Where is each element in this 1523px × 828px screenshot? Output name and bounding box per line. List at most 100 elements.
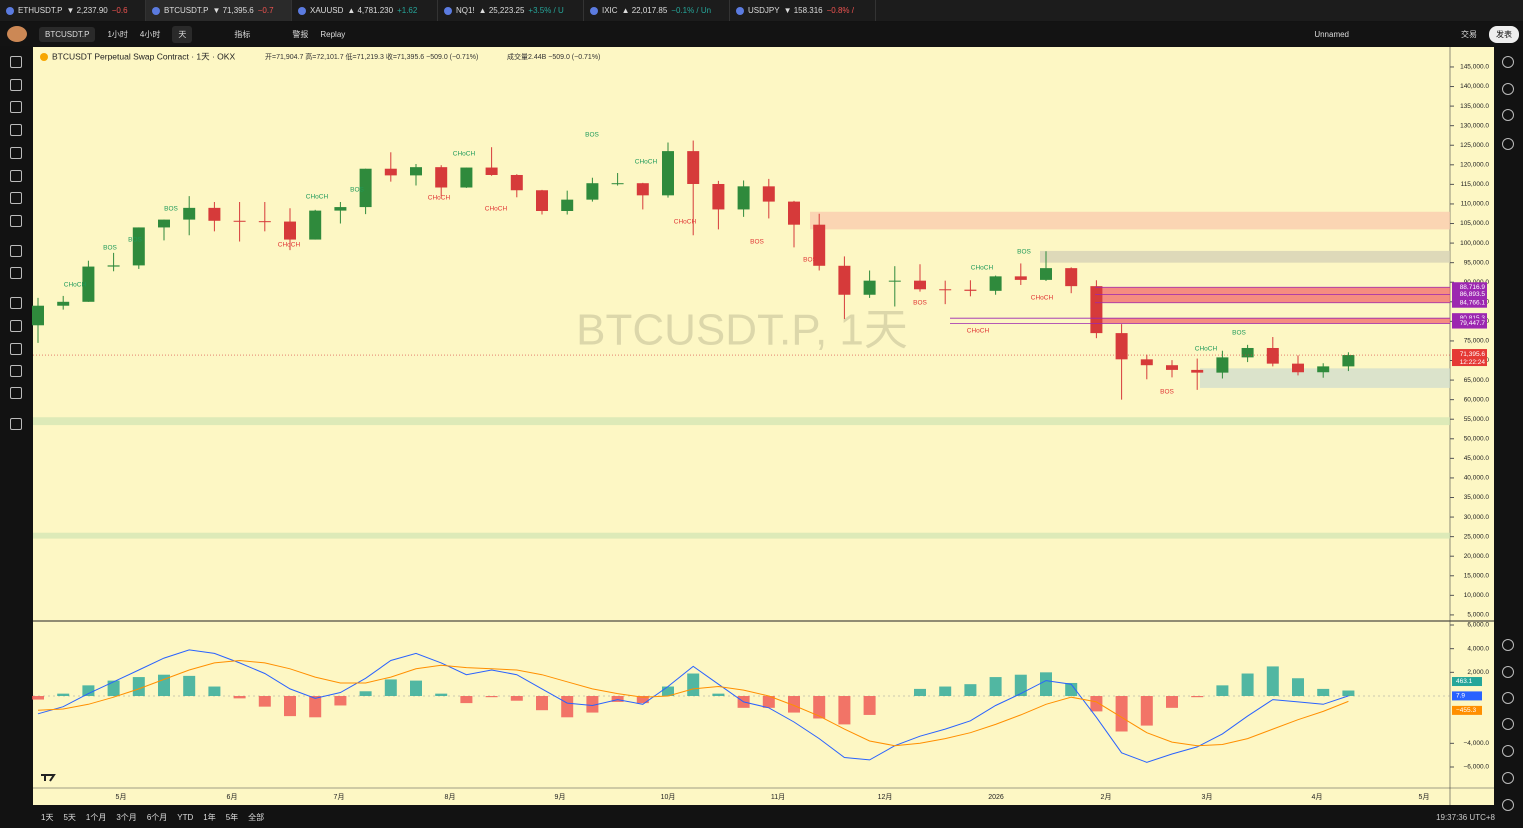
sidebar-icon[interactable] xyxy=(1502,109,1514,121)
histogram-bar xyxy=(1292,678,1304,697)
tab[interactable]: ETHUSDT.P ▼ 2,237.90 −0.6 xyxy=(0,0,146,21)
trade-button[interactable]: 交易 xyxy=(1461,29,1477,39)
interval[interactable]: 天 xyxy=(172,25,193,43)
candle-body xyxy=(258,221,271,223)
candle-body xyxy=(662,151,674,196)
macd-line xyxy=(37,659,1349,747)
tool-icon[interactable] xyxy=(10,365,22,377)
sidebar-icon[interactable] xyxy=(1502,83,1514,95)
tool-icon[interactable] xyxy=(10,418,22,430)
tool-icon[interactable] xyxy=(10,245,22,257)
zone xyxy=(1095,287,1450,303)
candle-body xyxy=(1191,369,1204,373)
tool-icon[interactable] xyxy=(10,79,22,91)
candle-body xyxy=(762,186,775,202)
publish-button[interactable]: 发表 xyxy=(1489,25,1519,43)
histogram-bar xyxy=(284,696,296,717)
zone xyxy=(1200,368,1450,388)
tab[interactable]: XAUUSD ▲ 4,781.230 +1.62 xyxy=(292,0,438,21)
tab[interactable]: USDJPY ▼ 158.316 −0.8% / xyxy=(730,0,876,21)
tool-icon[interactable] xyxy=(10,320,22,332)
avatar[interactable] xyxy=(7,26,27,42)
range-button[interactable]: 1年 xyxy=(203,812,216,822)
range-button[interactable]: 5天 xyxy=(63,812,76,822)
y-tick-label: 75,000.0 xyxy=(1464,338,1490,345)
histogram-bar xyxy=(788,696,800,713)
candle-body xyxy=(435,167,448,188)
sidebar-icon[interactable] xyxy=(1502,745,1514,757)
interval[interactable]: 4小时 xyxy=(139,29,161,39)
x-tick-label: 5月 xyxy=(116,793,127,801)
tool-icon[interactable] xyxy=(10,147,22,159)
alerts-button[interactable]: 警报 xyxy=(292,29,309,39)
price-label: 79,447.7 xyxy=(1460,320,1486,327)
layout-name[interactable]: Unnamed xyxy=(1314,29,1349,39)
candle-body xyxy=(158,219,170,228)
tab-change: −0.1% / Un xyxy=(671,6,712,15)
tool-icon[interactable] xyxy=(10,387,22,399)
tool-icon[interactable] xyxy=(10,124,22,136)
tool-icon[interactable] xyxy=(10,101,22,113)
y-tick-label: 35,000.0 xyxy=(1464,494,1490,501)
interval[interactable]: 1小时 xyxy=(107,29,128,39)
sidebar-icon[interactable] xyxy=(1502,718,1514,730)
histogram-bar xyxy=(1266,666,1279,697)
range-button[interactable]: 1天 xyxy=(41,812,54,822)
candle-body xyxy=(687,151,700,184)
price-label: 86,893.5 xyxy=(1460,291,1486,298)
sidebar-icon[interactable] xyxy=(1502,692,1514,704)
tool-icon[interactable] xyxy=(10,297,22,309)
range-button[interactable]: 5年 xyxy=(225,812,239,822)
sidebar-icon[interactable] xyxy=(1502,56,1514,68)
histogram-bar xyxy=(384,679,397,697)
sidebar-icon[interactable] xyxy=(1502,138,1514,150)
range-bar: 19:37:36 UTC+8 1天 5天 1个月 3个月 6个月 YTD 1年 5年 全部 xyxy=(33,806,1501,828)
structure-label: BOS xyxy=(350,187,364,194)
tool-icon[interactable] xyxy=(10,192,22,204)
range-button[interactable]: 6个月 xyxy=(146,812,168,822)
tab[interactable]: IXIC ▲ 22,017.85 −0.1% / Un xyxy=(584,0,730,21)
sidebar-icon[interactable] xyxy=(1502,639,1514,651)
y-tick-label: 6,000.0 xyxy=(1467,622,1489,629)
tab[interactable]: BTCUSDT.P ▼ 71,395.6 −0.7 xyxy=(146,0,292,21)
tool-icon[interactable] xyxy=(10,215,22,227)
tool-icon[interactable] xyxy=(10,343,22,355)
range-button[interactable]: 3个月 xyxy=(116,812,137,822)
value-label: 7.9 xyxy=(1456,693,1465,700)
candle-body xyxy=(410,167,422,176)
x-tick-label: 4月 xyxy=(1312,793,1323,801)
histogram-bar xyxy=(662,686,674,697)
tv-logo xyxy=(41,774,56,782)
y-tick-label: 15,000.0 xyxy=(1464,572,1490,579)
symbol-search[interactable]: BTCUSDT.P xyxy=(39,26,96,42)
histogram-bar xyxy=(1166,696,1178,708)
tab-bar: ETHUSDT.P ▼ 2,237.90 −0.6 BTCUSDT.P ▼ 71,395… xyxy=(0,0,1523,21)
sidebar-icon[interactable] xyxy=(1502,772,1514,784)
tool-icon[interactable] xyxy=(10,170,22,182)
range-button[interactable]: 1个月 xyxy=(85,812,107,822)
histogram-bar xyxy=(989,677,1002,697)
zone xyxy=(1100,318,1450,324)
x-tick-label: 2026 xyxy=(988,794,1004,801)
macd-line xyxy=(37,649,1349,763)
candle-body xyxy=(107,265,120,267)
tab-symbol: BTCUSDT.P xyxy=(164,6,209,15)
indicators-button[interactable]: 指标 xyxy=(234,29,251,39)
histogram-bar xyxy=(964,684,977,697)
histogram-bar xyxy=(1014,674,1027,697)
y-tick-label: 25,000.0 xyxy=(1464,533,1490,540)
candle-body xyxy=(914,280,926,290)
tab-price: ▲ 4,781.230 xyxy=(347,6,394,15)
tab[interactable]: NQ1! ▲ 25,223.25 +3.5% / U xyxy=(438,0,584,21)
histogram-bar xyxy=(183,675,196,697)
range-button[interactable]: YTD xyxy=(177,812,194,822)
candle-body xyxy=(57,301,70,306)
tool-icon[interactable] xyxy=(10,267,22,279)
tool-icon[interactable] xyxy=(10,56,22,68)
candle-body xyxy=(1065,268,1078,287)
range-button[interactable]: 全部 xyxy=(248,812,265,822)
replay-button[interactable]: Replay xyxy=(320,29,346,39)
sidebar-icon[interactable] xyxy=(1502,799,1514,811)
sidebar-icon[interactable] xyxy=(1502,666,1514,678)
candle-body xyxy=(233,220,246,222)
